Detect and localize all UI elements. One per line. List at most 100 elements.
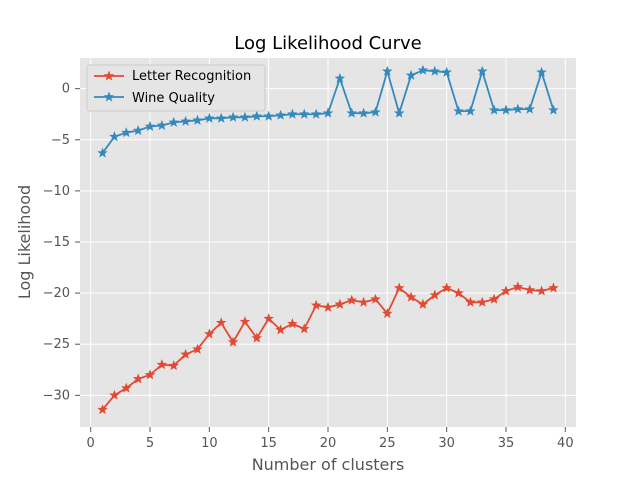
data-point-letter-recognition xyxy=(299,323,310,334)
x-tick-label: 35 xyxy=(498,436,515,451)
data-point-wine-quality xyxy=(512,103,524,114)
chart-title: Log Likelihood Curve xyxy=(234,33,421,54)
data-point-wine-quality xyxy=(536,66,547,77)
y-tick-label: −15 xyxy=(43,235,70,250)
data-point-letter-recognition xyxy=(192,343,203,354)
data-point-wine-quality xyxy=(500,104,512,115)
x-tick-label: 40 xyxy=(557,436,574,451)
data-point-letter-recognition xyxy=(132,373,144,384)
data-point-letter-recognition xyxy=(512,281,524,292)
data-point-letter-recognition xyxy=(287,318,298,329)
data-point-wine-quality xyxy=(192,114,203,125)
data-point-wine-quality xyxy=(548,104,559,115)
y-tick-label: −25 xyxy=(43,337,70,352)
data-point-wine-quality xyxy=(417,64,429,75)
data-point-letter-recognition xyxy=(465,296,476,307)
data-point-wine-quality xyxy=(393,107,405,118)
data-point-letter-recognition xyxy=(168,360,180,371)
data-point-letter-recognition xyxy=(156,359,168,370)
data-point-letter-recognition xyxy=(441,282,452,293)
x-tick-label: 15 xyxy=(260,436,277,451)
data-point-wine-quality xyxy=(382,65,393,76)
data-point-letter-recognition xyxy=(121,382,132,393)
y-tick-label: 0 xyxy=(62,82,70,97)
x-tick-label: 0 xyxy=(87,436,95,451)
data-point-wine-quality xyxy=(334,72,346,83)
legend-box xyxy=(86,64,266,112)
data-point-letter-recognition xyxy=(334,298,346,309)
data-point-wine-quality xyxy=(287,108,298,119)
data-point-letter-recognition xyxy=(393,282,405,293)
data-point-letter-recognition xyxy=(488,293,500,304)
legend: Letter Recognition Wine Quality xyxy=(86,64,266,112)
x-axis-ticks: 0 5 10 15 20 25 30 35 40 xyxy=(87,427,574,451)
legend-label-letter-recognition: Letter Recognition xyxy=(132,69,251,84)
data-point-wine-quality xyxy=(204,112,215,123)
data-point-letter-recognition xyxy=(251,332,263,343)
data-point-wine-quality xyxy=(275,109,286,120)
data-point-wine-quality xyxy=(144,120,156,131)
data-point-wine-quality xyxy=(109,131,120,142)
data-point-letter-recognition xyxy=(215,317,227,328)
y-tick-label: −5 xyxy=(51,133,70,148)
data-point-letter-recognition xyxy=(239,316,251,327)
data-point-wine-quality xyxy=(132,125,144,136)
data-point-letter-recognition xyxy=(536,285,547,296)
y-axis-ticks: 0 −5 −10 −15 −20 −25 −30 xyxy=(43,82,80,403)
data-point-letter-recognition xyxy=(346,294,357,305)
x-tick-label: 20 xyxy=(320,436,337,451)
data-point-letter-recognition xyxy=(97,404,108,415)
data-point-letter-recognition xyxy=(453,287,464,298)
data-point-letter-recognition xyxy=(358,296,369,307)
data-point-letter-recognition xyxy=(310,299,322,310)
data-point-wine-quality xyxy=(488,104,500,115)
data-point-letter-recognition xyxy=(476,296,488,307)
data-point-wine-quality xyxy=(263,110,274,121)
data-point-wine-quality xyxy=(453,105,464,116)
data-point-letter-recognition xyxy=(548,282,559,293)
x-tick-label: 30 xyxy=(438,436,455,451)
data-point-wine-quality xyxy=(251,110,263,121)
data-point-letter-recognition xyxy=(263,313,274,324)
legend-marker-letter-recognition xyxy=(103,70,115,81)
legend-label-wine-quality: Wine Quality xyxy=(132,91,215,106)
data-point-wine-quality xyxy=(441,66,452,77)
data-point-letter-recognition xyxy=(524,284,535,295)
data-point-wine-quality xyxy=(358,107,369,118)
data-point-wine-quality xyxy=(476,65,488,76)
data-point-letter-recognition xyxy=(405,291,417,302)
data-point-wine-quality xyxy=(180,115,191,126)
data-point-wine-quality xyxy=(299,108,310,119)
series-layer xyxy=(97,64,559,415)
grid-lines xyxy=(80,58,576,427)
data-point-wine-quality xyxy=(346,107,358,118)
data-point-letter-recognition xyxy=(144,369,156,380)
data-point-letter-recognition xyxy=(370,293,381,304)
data-point-letter-recognition xyxy=(417,298,429,309)
y-tick-label: −10 xyxy=(43,184,70,199)
x-tick-label: 5 xyxy=(146,436,154,451)
data-point-letter-recognition xyxy=(227,336,239,347)
data-point-letter-recognition xyxy=(322,301,334,312)
data-point-letter-recognition xyxy=(204,328,215,339)
data-point-wine-quality xyxy=(465,105,476,116)
data-point-wine-quality xyxy=(168,116,180,127)
data-point-letter-recognition xyxy=(382,308,393,319)
data-point-wine-quality xyxy=(121,127,132,138)
y-axis-label: Log Likelihood xyxy=(15,185,34,299)
data-point-wine-quality xyxy=(429,65,441,76)
data-point-wine-quality xyxy=(524,103,535,114)
data-point-wine-quality xyxy=(370,106,381,117)
data-point-wine-quality xyxy=(215,112,227,123)
x-tick-label: 10 xyxy=(201,436,218,451)
data-point-letter-recognition xyxy=(180,348,191,359)
data-point-wine-quality xyxy=(405,69,417,80)
data-point-wine-quality xyxy=(156,119,168,130)
data-point-wine-quality xyxy=(227,111,239,122)
data-point-wine-quality xyxy=(239,111,251,122)
data-point-letter-recognition xyxy=(275,324,286,335)
data-point-letter-recognition xyxy=(500,285,512,296)
y-tick-label: −20 xyxy=(43,286,70,301)
legend-marker-wine-quality xyxy=(103,91,115,102)
data-point-wine-quality xyxy=(97,147,108,158)
